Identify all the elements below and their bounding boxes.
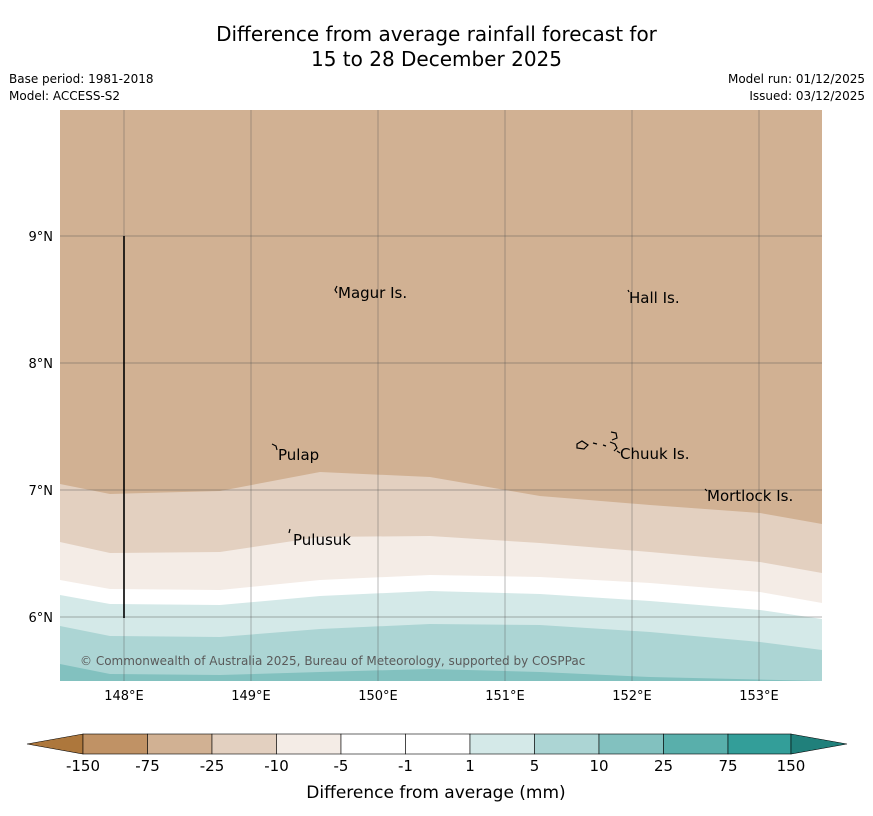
colorbar-swatch-1 [82,733,148,755]
map-title: Difference from average rainfall forecas… [0,22,873,72]
lon-label-152: 152°E [612,689,652,704]
latitude-labels: 9°N 8°N 7°N 6°N [29,230,54,626]
band-plus10 [60,664,822,681]
chuuk-island-outline [576,431,621,454]
model-run-text: Model run: 01/12/2025 [727,72,865,86]
mortlock-island-outline [704,488,708,492]
place-label-magur: Magur Is. [338,284,407,302]
meta-left: Base period: 1981-2018 Model: ACCESS-S2 [9,71,154,105]
colorbar-tick-plus5: 5 [530,757,540,775]
place-label-chuuk: Chuuk Is. [620,445,689,463]
colorbar-swatch-7 [469,733,535,755]
place-labels: Magur Is. Hall Is. Pulap Chuuk Is. Mortl… [278,284,793,549]
title-line-2: 15 to 28 December 2025 [310,47,562,71]
longitude-labels: 148°E 149°E 150°E 151°E 152°E 153°E [104,689,779,704]
colorbar-swatch-4 [276,733,342,755]
colorbar-swatch-10 [663,733,729,755]
place-label-pulap: Pulap [278,446,319,464]
colorbar-tick-minus75: -75 [135,757,160,775]
colorbar-extend-low [26,733,84,755]
rainfall-contours [60,110,822,681]
copyright-text: © Commonwealth of Australia 2025, Bureau… [80,654,585,668]
lat-label-6n: 6°N [29,611,54,626]
colorbar-tick-minus5: -5 [334,757,349,775]
place-label-mortlock: Mortlock Is. [707,487,793,505]
place-label-pulusuk: Pulusuk [293,531,351,549]
base-period-text: Base period: 1981-2018 [9,72,154,86]
band-plus5 [60,624,822,681]
colorbar-swatch-6 [405,733,471,755]
lon-label-153: 153°E [739,689,779,704]
hall-island-outline [627,289,630,293]
colorbar-swatch-9 [598,733,664,755]
issued-text: Issued: 03/12/2025 [749,89,865,103]
colorbar-swatch-11 [727,733,792,755]
colorbar-tick-minus150: -150 [66,757,100,775]
colorbar-tick-plus10: 10 [589,757,608,775]
colorbar-swatch-8 [534,733,600,755]
lon-label-148: 148°E [104,689,144,704]
colorbar-tick-plus150: 150 [777,757,806,775]
colorbar-tick-minus1: -1 [398,757,413,775]
magur-island-outline [334,285,338,294]
island-outlines [271,285,708,534]
colorbar-tick-plus1: 1 [465,757,475,775]
colorbar-swatch-2 [147,733,213,755]
colorbar-extend-high [790,733,848,755]
colorbar-swatch-5 [340,733,406,755]
colorbar-tick-plus75: 75 [718,757,737,775]
pulap-island-outline [271,443,278,451]
colorbar-tick-minus25: -25 [200,757,225,775]
colorbar-tick-plus25: 25 [654,757,673,775]
model-text: Model: ACCESS-S2 [9,89,121,103]
lat-label-7n: 7°N [29,484,54,499]
pulusuk-island-outline [288,528,291,534]
colorbar [26,733,848,755]
graticule [60,110,822,681]
title-line-1: Difference from average rainfall forecas… [216,22,657,46]
lat-label-8n: 8°N [29,357,54,372]
colorbar-ticks: -150 -75 -25 -10 -5 -1 1 5 10 25 75 150 [66,757,805,775]
colorbar-tick-minus10: -10 [264,757,289,775]
lat-label-9n: 9°N [29,230,54,245]
colorbar-swatch-3 [211,733,277,755]
place-label-hall: Hall Is. [629,289,680,307]
lon-label-151: 151°E [485,689,525,704]
meta-right: Model run: 01/12/2025 Issued: 03/12/2025 [728,71,865,105]
lon-label-150: 150°E [358,689,398,704]
lon-label-149: 149°E [231,689,271,704]
colorbar-title: Difference from average (mm) [306,783,565,803]
